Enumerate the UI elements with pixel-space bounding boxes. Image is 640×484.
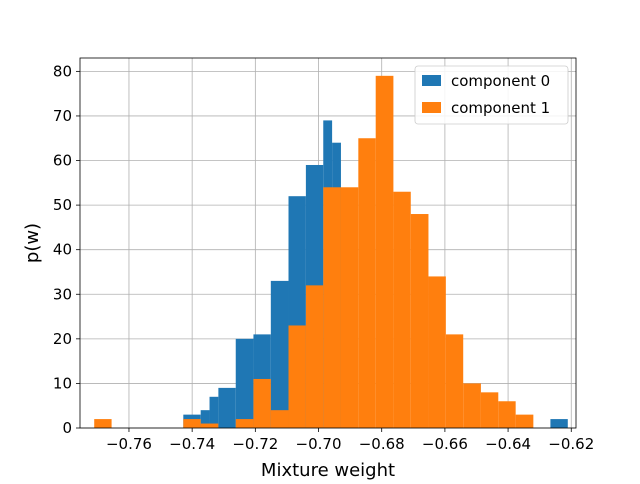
y-tick-label: 20 [53, 330, 72, 348]
histogram-bar [183, 419, 201, 428]
histogram-bar [358, 138, 376, 428]
x-tick-label: −0.66 [422, 435, 468, 453]
legend: component 0 component 1 [414, 65, 569, 125]
x-tick-label: −0.72 [232, 435, 278, 453]
histogram-bar [445, 334, 464, 428]
x-tick-label: −0.74 [169, 435, 215, 453]
y-tick-label: 70 [53, 107, 72, 125]
x-tick-label: −0.68 [359, 435, 405, 453]
y-tick-label: 0 [62, 419, 72, 437]
y-tick-label: 40 [53, 241, 72, 259]
histogram-bar [200, 423, 219, 428]
histogram-bar [375, 75, 394, 428]
x-tick-label: −0.62 [548, 435, 594, 453]
histogram-bar [498, 401, 516, 428]
histogram-bar [480, 392, 499, 428]
legend-label: component 1 [451, 99, 550, 117]
histogram-bar [270, 410, 289, 428]
ticks-layer: −0.76 −0.74 −0.72 −0.70 −0.68 −0.66 −0.64 −0.62… [53, 62, 594, 453]
histogram-bar [235, 419, 254, 428]
y-tick-label: 80 [53, 62, 72, 80]
x-axis-label: Mixture weight [261, 460, 395, 480]
histogram-bar [235, 338, 254, 428]
y-tick-label: 30 [53, 285, 72, 303]
histogram-bar [515, 414, 534, 428]
series-1-bars [94, 75, 534, 428]
histogram-bar [253, 378, 271, 428]
legend-swatch [422, 75, 441, 86]
y-tick-label: 60 [53, 152, 72, 170]
legend-frame [414, 65, 569, 125]
histogram-bar [305, 285, 324, 428]
histogram-bar [323, 187, 341, 428]
histogram-bar [218, 387, 236, 428]
legend-swatch [422, 102, 441, 113]
y-tick-label: 50 [53, 196, 72, 214]
histogram-bar [393, 191, 411, 428]
histogram-bar [550, 419, 568, 428]
histogram-bar [428, 276, 446, 428]
y-tick-label: 10 [53, 374, 72, 392]
bars-layer [94, 75, 568, 428]
histogram-bar [209, 396, 219, 428]
histogram-bar [288, 325, 306, 428]
histogram-bar [463, 383, 481, 428]
histogram-bar [200, 410, 210, 428]
histogram-bar [94, 419, 112, 428]
y-axis-label: p(w) [22, 223, 43, 263]
x-tick-label: −0.64 [485, 435, 531, 453]
histogram-bar [270, 280, 289, 428]
histogram-bar [410, 214, 429, 428]
x-tick-label: −0.70 [296, 435, 342, 453]
legend-label: component 0 [451, 72, 550, 90]
plot-frame [79, 57, 577, 429]
x-tick-label: −0.76 [106, 435, 152, 453]
histogram-bar [340, 187, 359, 428]
